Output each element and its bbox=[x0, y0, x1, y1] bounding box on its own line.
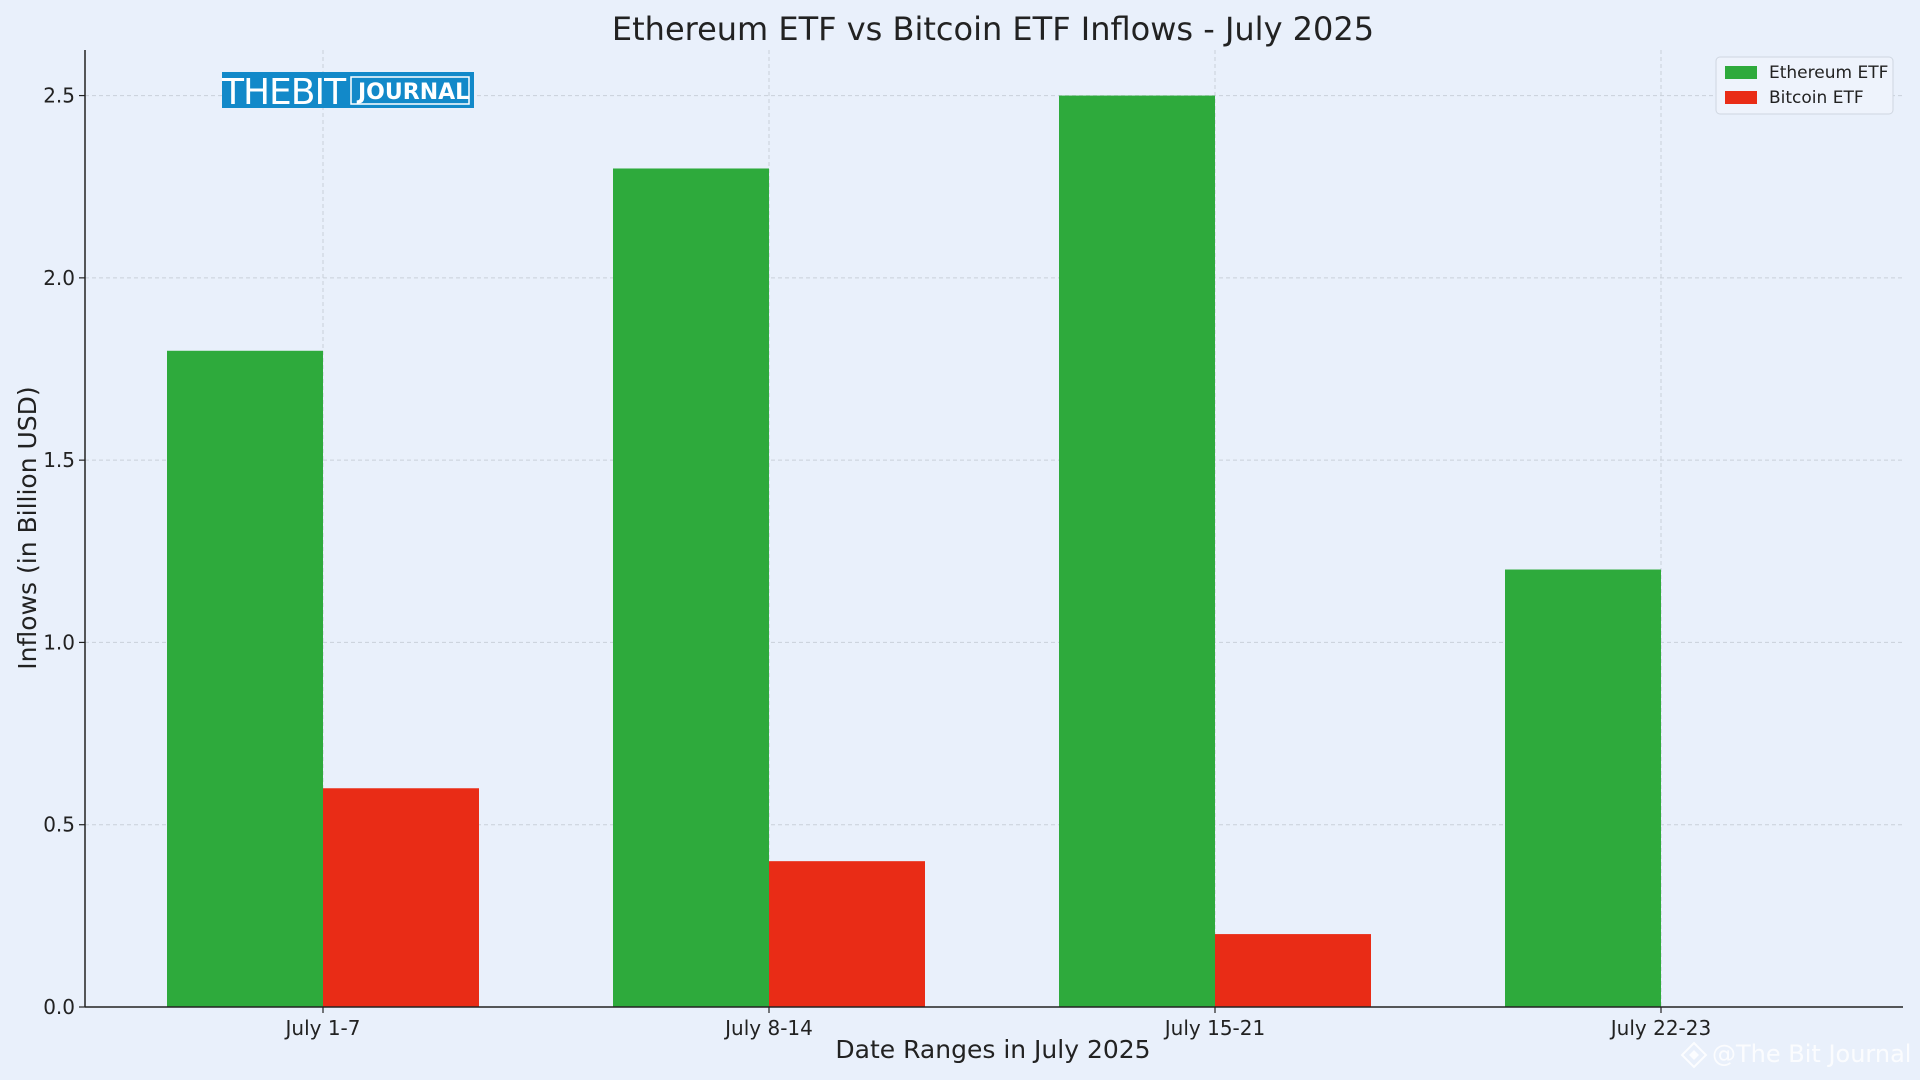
y-tick-label: 2.5 bbox=[43, 84, 75, 108]
x-tick-label: July 22-23 bbox=[1609, 1016, 1711, 1040]
y-tick-label: 1.5 bbox=[43, 448, 75, 472]
logo-journal-box bbox=[350, 76, 470, 105]
legend-label: Ethereum ETF bbox=[1769, 63, 1888, 83]
y-tick-label: 1.0 bbox=[43, 630, 75, 654]
y-tick-label: 0.0 bbox=[43, 995, 75, 1019]
watermark: @The Bit Journal bbox=[1680, 1040, 1911, 1069]
legend: Ethereum ETF Bitcoin ETF bbox=[1715, 56, 1894, 115]
legend-swatch bbox=[1725, 66, 1757, 79]
legend-items: Ethereum ETF Bitcoin ETF bbox=[1725, 63, 1888, 108]
x-tick-label: July 15-21 bbox=[1163, 1016, 1265, 1040]
diamond-icon bbox=[1680, 1041, 1708, 1069]
logo: THEBIT JOURNAL bbox=[221, 72, 474, 113]
y-tick-label: 0.5 bbox=[43, 813, 75, 837]
x-tick-label: July 1-7 bbox=[284, 1016, 361, 1040]
x-ticks: July 1-7 July 8-14 July 15-21 July 22-23 bbox=[284, 1007, 1711, 1040]
logo-background bbox=[222, 72, 474, 108]
x-axis-label: Date Ranges in July 2025 bbox=[835, 1035, 1150, 1064]
x-tick-label: July 8-14 bbox=[723, 1016, 813, 1040]
bar-ethereum-etf bbox=[167, 350, 323, 1007]
bar-ethereum-etf bbox=[1059, 95, 1215, 1008]
legend-swatch bbox=[1725, 91, 1757, 104]
bar-ethereum-etf bbox=[1505, 569, 1661, 1007]
watermark-text: @The Bit Journal bbox=[1712, 1040, 1911, 1068]
logo-thebit: THEBIT bbox=[221, 72, 347, 113]
bar-bitcoin-etf bbox=[769, 861, 925, 1007]
bars bbox=[167, 95, 1661, 1008]
bar-ethereum-etf bbox=[613, 168, 769, 1007]
bar-bitcoin-etf bbox=[323, 788, 479, 1007]
legend-box bbox=[1715, 56, 1894, 115]
y-tick-label: 2.0 bbox=[43, 266, 75, 290]
legend-label: Bitcoin ETF bbox=[1769, 88, 1864, 108]
chart-title: Ethereum ETF vs Bitcoin ETF Inflows - Ju… bbox=[612, 10, 1374, 48]
logo-journal: JOURNAL bbox=[356, 80, 469, 105]
y-ticks: 0.0 0.5 1.0 1.5 2.0 2.5 bbox=[43, 84, 85, 1019]
bar-bitcoin-etf bbox=[1215, 934, 1371, 1007]
y-axis-label: Inflows (in Billion USD) bbox=[13, 386, 42, 669]
